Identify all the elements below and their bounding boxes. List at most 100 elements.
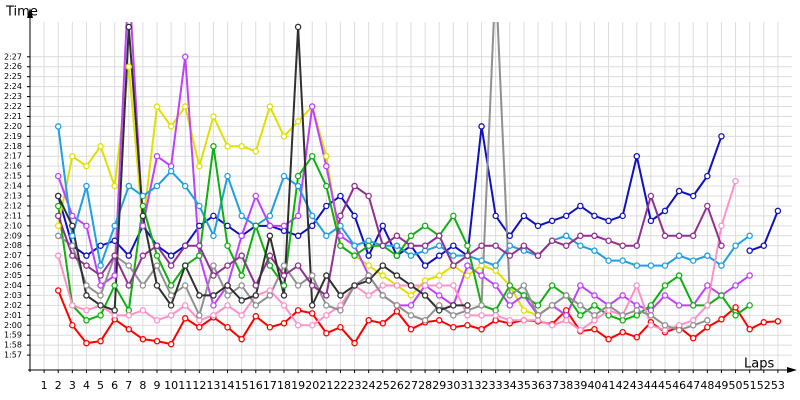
x-tick-label: 33 <box>489 379 503 392</box>
data-point <box>308 282 316 289</box>
plot-area <box>54 22 782 348</box>
data-point <box>224 222 231 230</box>
x-tick-label: 19 <box>291 379 305 392</box>
data-point <box>407 252 415 259</box>
data-point <box>125 63 133 70</box>
x-tick-label: 42 <box>616 379 630 392</box>
data-point <box>393 242 401 249</box>
data-point <box>591 325 598 333</box>
data-point <box>308 222 316 230</box>
data-point <box>746 325 753 333</box>
x-tick-label: 41 <box>602 379 616 392</box>
data-point <box>760 319 768 326</box>
data-point <box>153 337 161 345</box>
data-point <box>111 252 118 259</box>
x-tick-label: 18 <box>277 379 291 392</box>
data-point <box>351 212 358 220</box>
data-point <box>83 252 90 259</box>
data-point <box>548 237 556 244</box>
data-point <box>534 312 542 319</box>
data-point <box>266 292 274 299</box>
y-tick-label: 2:24 <box>4 82 22 91</box>
data-point <box>478 123 485 130</box>
data-point <box>139 212 147 220</box>
data-point <box>125 182 133 190</box>
data-point <box>591 312 598 319</box>
data-point <box>718 292 725 299</box>
x-tick-label: 11 <box>178 379 192 392</box>
data-point <box>746 232 753 240</box>
data-point <box>238 312 245 319</box>
data-point <box>266 252 274 259</box>
data-point <box>591 212 598 220</box>
y-tick-label: 1:59 <box>4 331 22 340</box>
y-tick-label: 2:18 <box>4 142 22 151</box>
x-tick-label: 8 <box>139 379 146 392</box>
data-point <box>323 232 330 240</box>
data-point <box>210 143 217 150</box>
data-point <box>619 242 626 249</box>
data-point <box>111 182 118 190</box>
data-point <box>478 272 485 279</box>
x-tick-label: 6 <box>111 379 118 392</box>
x-tick-label: 45 <box>658 379 672 392</box>
data-point <box>605 302 612 309</box>
y-tick-label: 2:20 <box>4 122 22 131</box>
y-tick-label: 2:03 <box>4 291 22 300</box>
data-point <box>379 320 387 327</box>
data-point <box>661 292 669 299</box>
x-tick-label: 52 <box>757 379 771 392</box>
data-point <box>732 177 739 185</box>
data-point <box>337 323 344 331</box>
data-point <box>675 272 683 279</box>
data-point <box>181 262 189 269</box>
data-point <box>732 312 739 319</box>
x-tick-label: 9 <box>154 379 161 392</box>
x-tick-label: 20 <box>305 379 319 392</box>
data-point <box>393 252 401 259</box>
data-point <box>97 242 104 249</box>
data-point <box>492 312 499 319</box>
series-line <box>57 146 751 322</box>
data-point <box>294 212 302 220</box>
x-axis-title: Laps <box>744 357 774 372</box>
y-tick-label: 2:07 <box>4 251 22 260</box>
x-tick-label: 23 <box>348 379 362 392</box>
data-point <box>661 232 669 240</box>
data-point <box>294 232 302 240</box>
data-point <box>54 252 62 259</box>
data-point <box>450 262 457 269</box>
data-point <box>238 335 245 343</box>
data-point <box>280 282 288 289</box>
data-point <box>379 292 387 299</box>
data-point <box>704 172 711 180</box>
data-point <box>520 317 528 324</box>
data-point <box>125 252 133 259</box>
data-point <box>647 192 655 200</box>
data-point <box>661 282 669 289</box>
y-tick-label: 2:19 <box>4 132 22 141</box>
data-point <box>435 252 443 259</box>
data-point <box>633 282 641 289</box>
y-axis-title: Time <box>5 5 38 20</box>
data-point <box>351 242 358 249</box>
x-tick-label: 32 <box>475 379 489 392</box>
data-point <box>139 202 147 210</box>
x-tick-label: 37 <box>545 379 559 392</box>
data-point <box>478 325 485 333</box>
data-point <box>210 302 217 309</box>
data-point <box>139 252 147 259</box>
data-point <box>238 282 245 289</box>
data-point <box>294 23 302 31</box>
data-point <box>351 182 358 190</box>
y-tick-label: 2:04 <box>4 281 22 290</box>
data-point <box>97 143 104 150</box>
data-point <box>520 212 528 220</box>
x-tick-label: 13 <box>206 379 220 392</box>
x-tick-label: 51 <box>743 379 757 392</box>
data-point <box>181 103 189 110</box>
data-point <box>704 302 711 309</box>
data-point <box>153 182 161 190</box>
data-point <box>97 272 104 279</box>
data-point <box>520 292 528 299</box>
